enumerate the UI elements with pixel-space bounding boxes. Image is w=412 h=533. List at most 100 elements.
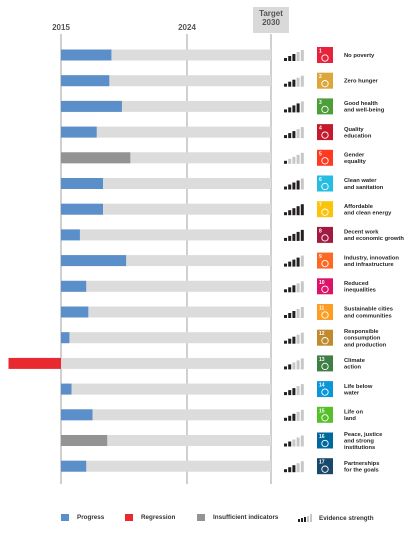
evidence-bar-goal-5-2 [288,158,292,164]
bar-goal-2 [61,75,110,87]
track-goal-14 [61,383,271,395]
track-goal-13 [61,357,271,369]
goal-label-6-line-1: Clean water [344,178,377,184]
sdg-12-icon-number: 12 [319,331,325,337]
evidence-bar-goal-10-5 [300,281,304,293]
bar-goal-9 [61,255,127,267]
sdg-14-icon-number: 14 [319,383,325,389]
evidence-bar-goal-2-2 [288,81,292,87]
target-label-line2: 2030 [262,18,280,27]
evidence-bar-goal-15-1 [284,417,287,421]
goal-label-16-line-2: and strong [344,439,374,445]
sdg-2-icon-glyph [321,80,329,88]
evidence-bar-goal-16-1 [284,443,287,447]
evidence-bar-goal-1-5 [300,50,304,61]
bar-goal-6 [61,178,103,189]
evidence-bar-goal-7-5 [300,204,304,216]
evidence-bar-goal-16-5 [300,435,304,447]
evidence-bar-goal-3-4 [296,103,300,113]
sdg-4-icon-number: 4 [319,126,322,132]
goal-label-14-line-2: water [343,390,360,396]
evidence-bar-goal-17-4 [296,463,300,473]
evidence-bar-goal-1-2 [288,56,292,61]
bar-goal-1 [61,49,112,61]
sdg-15-icon-glyph [321,414,329,422]
sdg-16-icon-number: 16 [319,434,325,440]
bar-goal-15 [61,409,93,421]
evidence-bar-goal-10-2 [288,287,292,293]
track-goal-7 [61,203,271,215]
evidence-bar-goal-12-4 [296,334,300,344]
evidence-bar-goal-12-5 [300,332,304,344]
bar-goal-5 [61,152,131,164]
legend: Progress Regression Insufficient indicat… [0,514,412,528]
evidence-bar-goal-9-4 [296,257,300,267]
evidence-bar-goal-17-1 [284,469,287,473]
legend-label-regression: Regression [141,514,176,521]
sdg-7-icon-number: 7 [319,203,322,209]
legend-item-insufficient: Insufficient indicators [197,514,278,521]
evidence-bar-goal-13-4 [296,360,300,370]
sdg-6-icon-glyph [321,182,329,191]
sdg-16-icon-glyph [321,439,329,448]
sdg-17-icon-number: 17 [319,460,325,466]
sdg-6-icon-number: 6 [319,177,322,183]
evidence-bar-goal-4-5 [300,127,304,139]
sdg-1-icon-number: 1 [319,49,322,55]
goal-label-8-line-1: Decent work [344,230,379,236]
evidence-bar-goal-10-1 [284,289,287,293]
evidence-bar-goal-13-3 [292,362,296,370]
goal-label-16-line-3: institutions [344,445,375,451]
evidence-bar-goal-5-5 [300,152,304,164]
track-goal-15 [61,409,271,421]
sdg-2-icon-number: 2 [319,74,322,80]
bar-goal-7 [61,203,103,215]
evidence-bar-goal-2-3 [292,79,296,87]
evidence-bar-goal-2-5 [300,75,304,87]
goal-label-9-line-2: and infrastructure [344,262,394,268]
evidence-bar-goal-14-4 [296,386,300,396]
sdg-15-icon-number: 15 [319,408,325,414]
evidence-bar-goal-11-5 [300,307,304,318]
evidence-bar-goal-11-3 [292,311,296,318]
bar-goal-16 [61,435,108,446]
evidence-bar-goal-9-1 [284,263,287,267]
sdg-10-icon-number: 10 [319,280,325,286]
evidence-bar-goal-9-3 [292,259,296,267]
sdg-11-icon-glyph [321,311,329,319]
sdg-8-icon-number: 8 [319,228,322,234]
track-goal-10 [61,280,271,292]
evidence-bar-goal-5-3 [292,156,296,164]
track-goal-5 [61,152,271,164]
evidence-bar-goal-4-3 [292,131,296,139]
evidence-bar-goal-17-3 [292,465,296,473]
goal-label-3-line-1: Good health [344,101,378,107]
evidence-bar-goal-17-2 [288,467,292,473]
evidence-bar-goal-10-3 [292,285,296,293]
sdg-13-icon-number: 13 [319,357,325,363]
evidence-bar-goal-9-5 [300,255,304,267]
sdg-9-icon-glyph [321,259,329,268]
sdg-12-icon-glyph [321,337,329,345]
evidence-bar-goal-5-1 [284,160,287,164]
evidence-bar-goal-12-3 [292,336,296,344]
track-goal-6 [61,178,271,189]
track-goal-11 [61,306,271,318]
goal-label-1-line-1: No poverty [344,53,375,59]
bar-goal-11 [61,306,89,318]
evidence-bar-goal-8-1 [284,237,287,241]
goal-label-16-line-1: Peace, justice [344,432,383,438]
evidence-bar-goal-6-2 [288,184,292,190]
goal-label-12-line-2: consumption [344,336,381,342]
bar-goal-13 [8,357,61,369]
goal-label-10-line-2: inequalities [344,288,376,294]
goal-label-12-line-3: and production [344,342,387,348]
track-goal-8 [61,229,271,241]
evidence-bar-goal-3-2 [288,107,292,113]
evidence-bar-goal-6-5 [300,178,304,190]
goal-label-11-line-1: Sustainable cities [344,307,393,313]
sdg-3-icon-number: 3 [319,100,322,106]
sdg-1-icon-glyph [321,54,329,62]
goal-label-11-line-2: and communities [344,313,392,319]
track-goal-16 [61,435,271,446]
